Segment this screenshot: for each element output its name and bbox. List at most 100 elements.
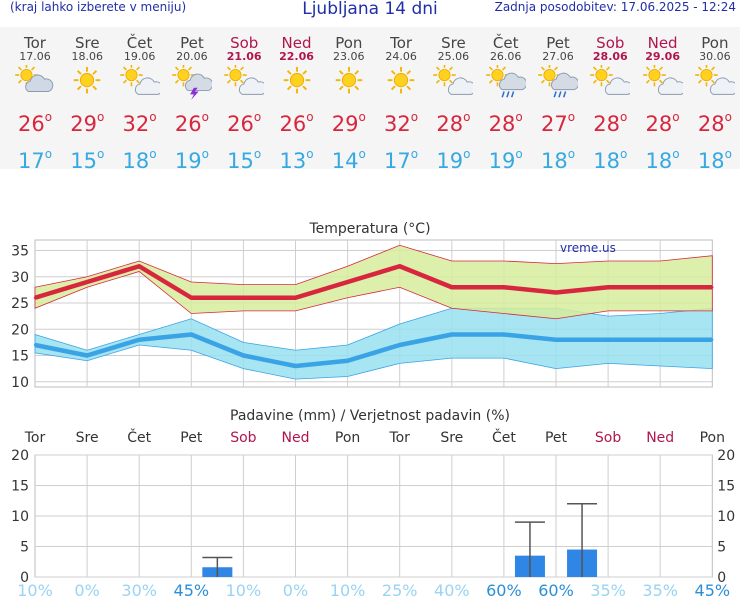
forecast-date: 24.06 — [385, 50, 417, 63]
header-bar: (kraj lahko izberete v meniju) Ljubljana… — [0, 0, 740, 22]
sun-cloud-icon — [695, 65, 735, 95]
precip-probability: 10% — [330, 581, 366, 600]
min-temp-point — [659, 338, 662, 341]
min-temp-point — [711, 338, 714, 341]
sunny-icon — [387, 66, 415, 94]
forecast-min-temp: 15o — [70, 147, 105, 173]
forecast-day: Pon 23.06 29o 14o — [323, 27, 375, 173]
forecast-date: 30.06 — [699, 50, 731, 63]
max-temp-point — [711, 286, 714, 289]
precip-day-label: Pet — [180, 430, 203, 446]
max-temp-point — [242, 296, 245, 299]
precip-day-label: Pon — [335, 430, 360, 446]
forecast-min-temp: 18o — [540, 147, 576, 173]
forecast-day-name: Pet — [180, 34, 204, 52]
forecast-min-temp: 17o — [17, 147, 53, 173]
precipitation-chart-title: Padavine (mm) / Verjetnost padavin (%) — [230, 408, 510, 424]
y-tick-label: 20 — [11, 448, 29, 464]
forecast-day-name: Čet — [126, 34, 153, 52]
max-temp-point — [85, 280, 89, 284]
max-temp-line — [34, 264, 713, 300]
max-temp-point — [502, 286, 506, 289]
y-tick-label-right: 10 — [717, 509, 735, 525]
max-temp-point — [190, 296, 193, 299]
forecast-min-temp: 18o — [122, 147, 157, 173]
max-temp-range-band — [34, 244, 713, 320]
forecast-max-temp: 26o — [279, 110, 314, 136]
sun-cloud-icon — [119, 65, 160, 95]
forecast-max-temp: 28o — [436, 110, 471, 136]
forecast-date: 27.06 — [542, 50, 574, 63]
location-menu-hint[interactable]: (kraj lahko izberete v meniju) — [10, 0, 187, 14]
forecast-day: Čet 19.06 32o 18o — [114, 27, 166, 173]
min-temp-point — [294, 364, 297, 368]
forecast-min-temp: 18o — [593, 147, 628, 173]
precip-day-label: Sob — [230, 430, 256, 446]
precip-day-label: Ned — [282, 430, 310, 446]
min-temp-line — [34, 332, 713, 369]
min-temp-point — [502, 333, 506, 336]
sunny-icon — [335, 66, 363, 94]
sun-cloud-icon — [642, 65, 683, 95]
forecast-day-name: Pet — [546, 34, 570, 52]
max-temp-point — [450, 286, 453, 289]
forecast-date: 26.06 — [489, 50, 522, 63]
sun-cloud-icon — [224, 65, 265, 95]
sun-rain-icon — [538, 65, 578, 98]
forecast-day-name: Sob — [596, 34, 625, 52]
watermark: vreme.us — [560, 241, 616, 255]
sunny-icon — [283, 66, 310, 94]
forecast-date: 28.06 — [592, 50, 628, 63]
forecast-min-temp: 19o — [436, 147, 471, 173]
forecast-max-temp: 29o — [331, 110, 366, 136]
max-temp-point — [346, 280, 349, 284]
forecast-day: Pon 30.06 28o 18o — [689, 27, 740, 173]
precip-day-label: Sob — [595, 430, 621, 446]
precip-day-label: Ned — [646, 430, 674, 446]
precip-day-label: Čet — [127, 428, 151, 446]
precip-probability: 10% — [17, 581, 53, 600]
forecast-max-temp: 32o — [122, 110, 157, 136]
precip-day-label: Pet — [545, 430, 568, 446]
forecast-max-temp: 26o — [17, 110, 53, 136]
precip-probability: 45% — [695, 581, 731, 600]
y-tick-label: 30 — [11, 270, 29, 286]
min-temp-point — [138, 338, 141, 341]
forecast-max-temp: 29o — [70, 110, 105, 136]
precip-probability: 35% — [590, 581, 626, 600]
forecast-max-temp: 28o — [593, 110, 628, 136]
sunny-icon — [74, 66, 101, 94]
y-tick-label: 10 — [11, 375, 29, 391]
forecast-day-name: Tor — [390, 34, 413, 52]
min-temp-point — [85, 354, 89, 357]
precip-probability: 60% — [538, 581, 574, 600]
max-temp-point — [659, 286, 662, 289]
precip-probability: 40% — [434, 581, 470, 600]
forecast-date: 19.06 — [123, 50, 156, 63]
forecast-date: 25.06 — [437, 50, 470, 63]
precip-day-label: Tor — [388, 430, 410, 446]
forecast-day-name: Ned — [647, 34, 678, 52]
forecast-date: 18.06 — [71, 50, 104, 63]
forecast-day-name: Pon — [701, 34, 729, 52]
forecast-day-name: Čet — [492, 34, 519, 52]
temperature-chart-title: Temperatura (°C) — [308, 221, 430, 237]
min-temp-point — [606, 338, 610, 341]
precip-probability: 25% — [382, 581, 418, 600]
daily-forecast-strip: Tor 17.06 26o 17o Sre 18.06 29o 15o Čet 19.06 32o 1… — [0, 27, 740, 173]
forecast-date: 17.06 — [19, 50, 51, 63]
y-tick-label: 25 — [11, 296, 29, 312]
forecast-min-temp: 14o — [331, 147, 366, 173]
forecast-day-name: Ned — [281, 34, 312, 52]
min-temp-range-band — [34, 307, 713, 380]
thunderstorm-icon — [172, 65, 212, 101]
forecast-min-temp: 15o — [227, 147, 262, 173]
y-tick-label: 20 — [11, 322, 29, 338]
forecast-date: 21.06 — [226, 50, 262, 63]
min-temp-point — [242, 354, 245, 357]
min-temp-point — [554, 338, 558, 341]
forecast-day-name: Pon — [335, 34, 363, 52]
y-tick-label: 0 — [20, 570, 29, 586]
forecast-day: Čet 26.06 28o 19o — [480, 27, 532, 173]
forecast-min-temp: 18o — [697, 147, 732, 173]
